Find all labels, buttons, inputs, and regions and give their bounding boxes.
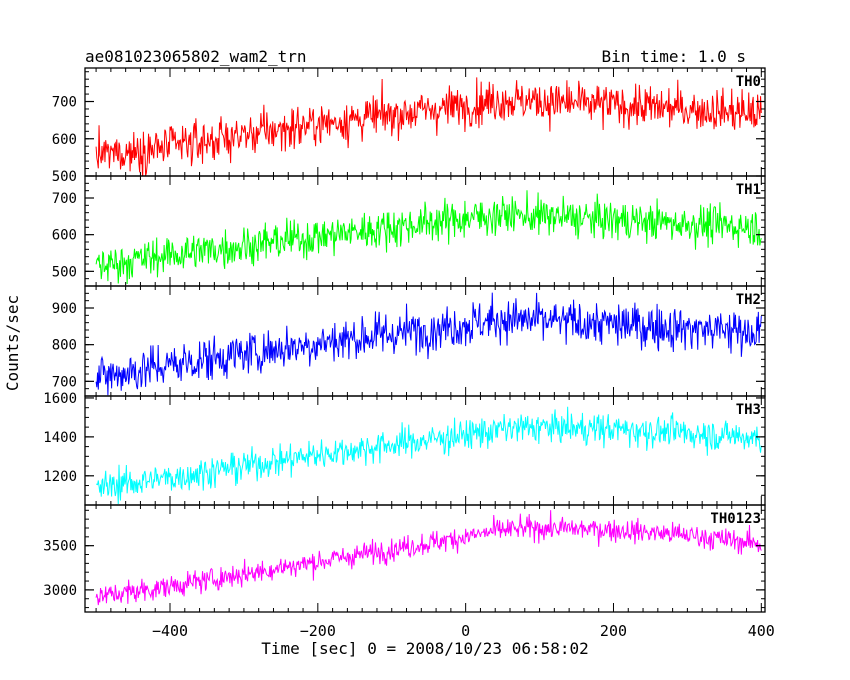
panel-label: TH1 xyxy=(736,182,761,198)
panels-group: 500 600 700 TH0 500 600 700 TH1 700 800 900 TH2 1200… xyxy=(43,67,775,640)
y-tick-label: 3500 xyxy=(43,539,77,555)
x-tick-label: 0 xyxy=(461,622,470,640)
y-tick-label: 700 xyxy=(52,95,77,111)
panel-frame xyxy=(84,504,766,613)
bin-time-label: Bin time: 1.0 s xyxy=(602,47,747,66)
y-tick-label: 1600 xyxy=(43,391,77,407)
chart-title: ae081023065802_wam2_trn xyxy=(85,47,307,66)
x-tick-label: −200 xyxy=(300,622,336,640)
x-tick-label: −400 xyxy=(152,622,188,640)
series-th2 xyxy=(95,292,762,396)
series-th3 xyxy=(95,406,762,505)
y-tick-label: 800 xyxy=(52,338,77,354)
y-tick-label: 500 xyxy=(52,169,77,185)
panel-frame xyxy=(84,395,766,506)
panel-label: TH2 xyxy=(736,292,761,308)
panel-label: TH0123 xyxy=(710,511,761,527)
panel-th3: 1200 1400 1600 TH3 xyxy=(43,391,766,506)
series-th0123 xyxy=(95,510,762,606)
panel-frame xyxy=(84,67,766,177)
y-tick-label: 1400 xyxy=(43,430,77,446)
panel-th0: 500 600 700 TH0 xyxy=(52,67,766,185)
y-tick-label: 3000 xyxy=(43,583,77,599)
panel-label: TH0 xyxy=(736,74,761,90)
y-tick-label: 600 xyxy=(52,132,77,148)
series-th1 xyxy=(95,190,762,284)
panel-label: TH3 xyxy=(736,402,761,418)
panel-th0123: 3000 3500 TH0123 xyxy=(43,504,766,613)
y-axis-label: Counts/sec xyxy=(3,295,22,391)
x-axis-label: Time [sec] 0 = 2008/10/23 06:58:02 xyxy=(261,639,589,658)
y-tick-label: 900 xyxy=(52,301,77,317)
series-th0 xyxy=(95,77,762,176)
y-tick-label: 700 xyxy=(52,191,77,207)
x-tick-label: 400 xyxy=(748,622,775,640)
panel-th2: 700 800 900 TH2 xyxy=(52,285,766,397)
y-tick-label: 1200 xyxy=(43,469,77,485)
panel-frame xyxy=(84,285,766,397)
panel-frame xyxy=(84,175,766,287)
panel-th1: 500 600 700 TH1 xyxy=(52,175,766,287)
y-tick-label: 700 xyxy=(52,374,77,390)
y-tick-label: 500 xyxy=(52,264,77,280)
y-tick-label: 600 xyxy=(52,228,77,244)
x-tick-label: 200 xyxy=(600,622,627,640)
